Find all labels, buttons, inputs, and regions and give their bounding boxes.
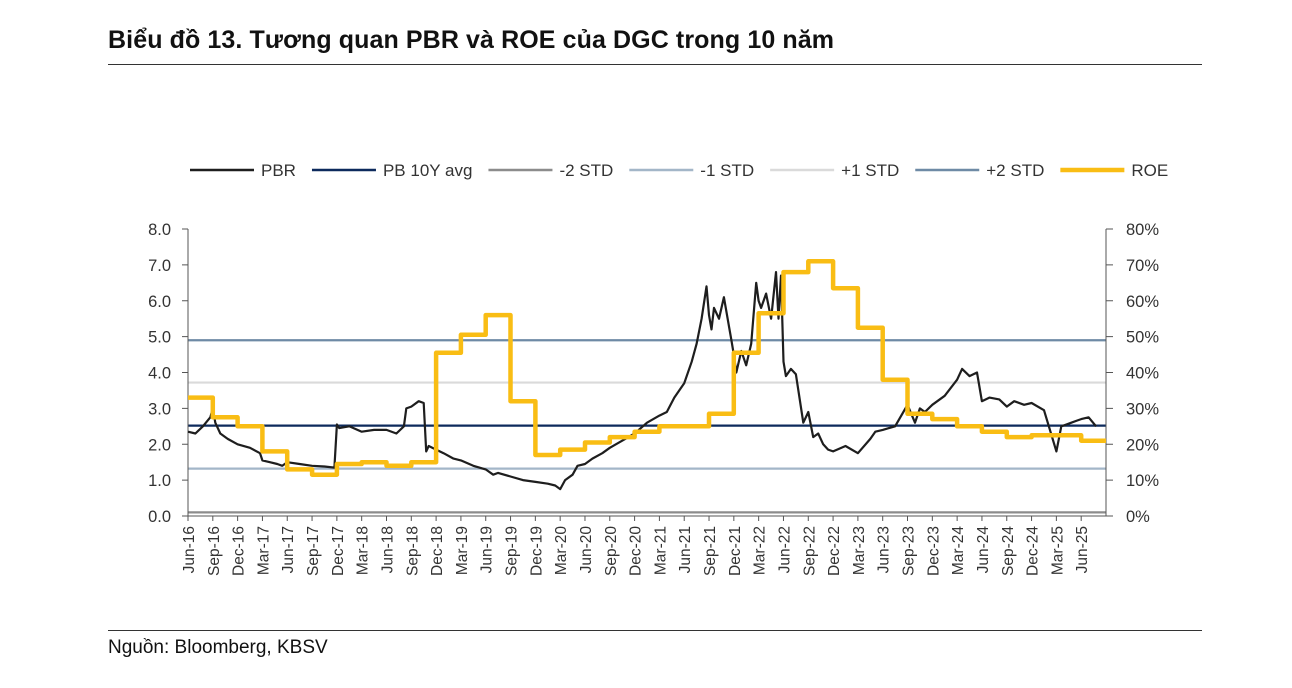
x-tick-label: Mar-23 — [851, 526, 868, 575]
x-tick-label: Dec-23 — [925, 526, 942, 576]
legend-item-roe: ROE — [1060, 161, 1168, 180]
x-tick-label: Mar-22 — [752, 526, 769, 575]
legend-item-pbr: PBR — [190, 161, 296, 180]
x-tick-label: Dec-20 — [628, 526, 645, 576]
x-tick-label: Jun-25 — [1074, 526, 1091, 573]
x-tick-label: Mar-25 — [1049, 526, 1066, 575]
legend-label: PBR — [261, 161, 296, 180]
right-tick-label: 70% — [1126, 257, 1159, 275]
x-tick-label: Mar-19 — [454, 526, 471, 575]
right-tick-label: 0% — [1126, 508, 1150, 526]
legend-label: +1 STD — [841, 161, 899, 180]
x-tick-label: Jun-18 — [379, 526, 396, 573]
series-roe-line — [188, 259, 1106, 477]
left-tick-label: 8.0 — [148, 221, 171, 239]
reference-lines — [188, 339, 1106, 514]
x-tick-label: Jun-16 — [181, 526, 198, 573]
legend-label: +2 STD — [986, 161, 1044, 180]
x-tick-label: Mar-17 — [255, 526, 272, 575]
x-tick-label: Mar-21 — [652, 526, 669, 575]
source-divider — [108, 630, 1202, 631]
legend-label: -2 STD — [559, 161, 613, 180]
series-layer — [187, 259, 1106, 491]
title-divider — [108, 64, 1202, 65]
left-tick-label: 4.0 — [148, 365, 171, 383]
x-tick-label: Dec-17 — [330, 526, 347, 576]
legend-item-minus-1-std: -1 STD — [629, 161, 754, 180]
legend-item-plus-2-std: +2 STD — [915, 161, 1044, 180]
x-tick-label: Sep-24 — [1000, 526, 1017, 576]
x-tick-label: Jun-19 — [479, 526, 496, 573]
left-tick-label: 5.0 — [148, 329, 171, 347]
x-tick-label: Dec-22 — [826, 526, 843, 576]
left-tick-label: 0.0 — [148, 508, 171, 526]
x-tick-label: Dec-18 — [429, 526, 446, 576]
left-tick-label: 7.0 — [148, 257, 171, 275]
right-tick-label: 10% — [1126, 472, 1159, 490]
x-tick-label: Sep-16 — [206, 526, 223, 576]
left-tick-label: 6.0 — [148, 293, 171, 311]
x-tick-label: Sep-23 — [901, 526, 918, 576]
right-tick-label: 30% — [1126, 400, 1159, 418]
chart-axes: 0.0 1.0 2.0 3.0 4.0 5.0 6.0 7.0 8.0 0% 10% 20% 30% 40… — [148, 221, 1159, 576]
pbr-roe-chart: PBR PB 10Y avg -2 STD -1 STD +1 STD +2 STD ROE… — [148, 161, 1168, 576]
x-tick-label: Dec-24 — [1025, 526, 1042, 576]
right-tick-label: 60% — [1126, 293, 1159, 311]
x-tick-label: Sep-20 — [603, 526, 620, 576]
x-tick-label: Sep-17 — [305, 526, 322, 576]
series-pbr-line — [187, 271, 1097, 491]
right-tick-label: 50% — [1126, 329, 1159, 347]
legend-item-minus-2-std: -2 STD — [488, 161, 613, 180]
x-tick-label: Dec-21 — [727, 526, 744, 576]
x-tick-label: Jun-22 — [776, 526, 793, 573]
legend-item-pb-10y-avg: PB 10Y avg — [311, 161, 472, 180]
right-tick-label: 20% — [1126, 436, 1159, 454]
x-tick-label: Sep-22 — [801, 526, 818, 576]
right-tick-label: 40% — [1126, 365, 1159, 383]
left-tick-label: 1.0 — [148, 472, 171, 490]
x-tick-label: Jun-23 — [876, 526, 893, 573]
page-title: Biểu đồ 13. Tương quan PBR và ROE của DG… — [108, 26, 835, 54]
left-tick-label: 3.0 — [148, 400, 171, 418]
x-tick-label: Jun-24 — [975, 526, 992, 574]
legend-label: PB 10Y avg — [383, 161, 472, 180]
chart-legend: PBR PB 10Y avg -2 STD -1 STD +1 STD +2 STD ROE — [190, 161, 1168, 180]
legend-item-plus-1-std: +1 STD — [770, 161, 899, 180]
right-tick-label: 80% — [1126, 221, 1159, 239]
legend-label: -1 STD — [700, 161, 754, 180]
x-tick-label: Sep-18 — [404, 526, 421, 576]
x-tick-label: Mar-24 — [950, 526, 967, 575]
x-tick-label: Jun-20 — [578, 526, 595, 574]
left-tick-label: 2.0 — [148, 436, 171, 454]
x-tick-label: Jun-21 — [677, 526, 694, 573]
x-tick-label: Dec-19 — [528, 526, 545, 576]
x-tick-label: Jun-17 — [280, 526, 297, 573]
x-tick-label: Sep-21 — [702, 526, 719, 576]
x-tick-label: Mar-18 — [355, 526, 372, 575]
x-tick-label: Mar-20 — [553, 526, 570, 575]
source-note: Nguồn: Bloomberg, KBSV — [108, 637, 328, 658]
x-tick-label: Sep-19 — [504, 526, 521, 576]
legend-label: ROE — [1131, 161, 1168, 180]
x-tick-label: Dec-16 — [231, 526, 248, 576]
